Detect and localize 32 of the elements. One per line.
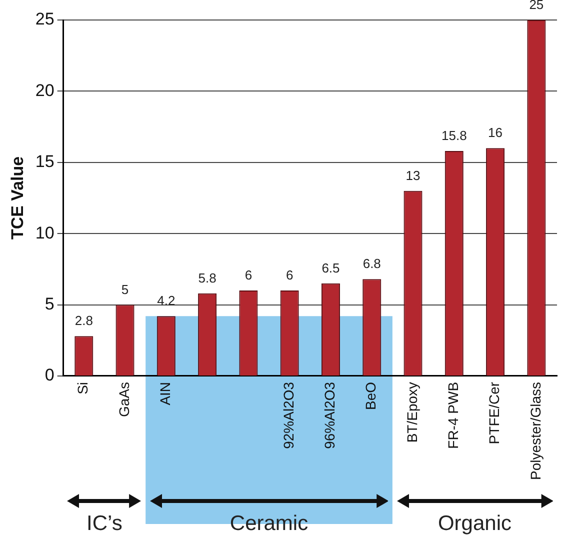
x-tick-label: BeO: [362, 382, 379, 410]
data-label: 13: [406, 168, 420, 183]
data-label: 6: [244, 268, 252, 283]
x-tick-label: PTFE/Cer: [486, 382, 502, 444]
data-label: 4.2: [157, 293, 176, 308]
y-tick-label: 5: [44, 294, 54, 314]
x-tick-label: FR-4 PWB: [445, 382, 462, 449]
data-label: 5: [121, 282, 129, 297]
data-label: 25: [529, 0, 544, 12]
x-tick-label: GaAs: [116, 382, 132, 417]
x-tick-label: 96%Al2O3: [322, 382, 338, 449]
y-tick-label: 10: [35, 223, 54, 242]
y-tick-label: 15: [35, 152, 54, 172]
data-label: 5.8: [198, 270, 216, 286]
data-label: 16: [488, 125, 503, 140]
text: Ceramic: [230, 512, 308, 535]
y-tick-label: 20: [35, 80, 54, 100]
y-axis-title: TCE Value: [8, 156, 27, 240]
data-label: 6: [286, 268, 294, 283]
x-tick-label: AIN: [157, 382, 174, 406]
x-tick-label: 92%Al2O3: [280, 382, 296, 449]
data-label: 2.8: [74, 313, 93, 328]
y-tick-label: 0: [44, 366, 54, 385]
y-tick-label: 25: [35, 10, 54, 29]
data-label: 15.8: [441, 128, 467, 144]
x-tick-label: Si: [74, 382, 91, 394]
data-label: 6.5: [322, 260, 340, 276]
x-tick-label: Polyester/Glass: [527, 382, 544, 480]
data-label: 6.8: [362, 256, 381, 272]
text: IC’s: [86, 512, 122, 535]
text: Organic: [438, 512, 512, 535]
x-tick-label: BT/Epoxy: [404, 382, 420, 443]
